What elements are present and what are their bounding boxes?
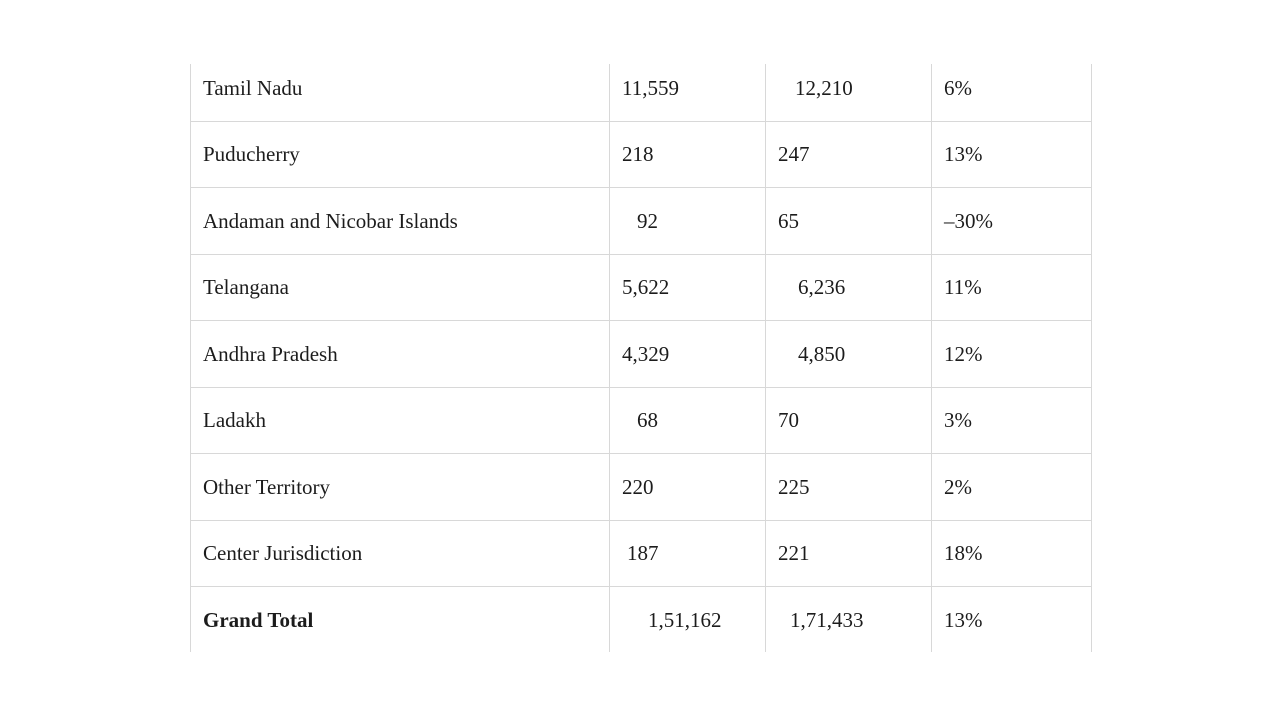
state-name-cell: Center Jurisdiction <box>191 520 610 586</box>
table-row: Center Jurisdiction 187 221 18% <box>191 520 1091 587</box>
curr-period-value-cell: 65 <box>766 188 932 254</box>
state-name-cell: Telangana <box>191 254 610 320</box>
prev-period-value-cell: 11,559 <box>610 64 766 121</box>
growth-pct-cell: 11% <box>944 275 982 300</box>
states-data-table: Tamil Nadu 11,559 12,210 6% Puducherry 2… <box>190 64 1092 652</box>
grand-total-label-cell: Grand Total <box>191 587 610 652</box>
growth-pct-cell: –30% <box>944 208 993 233</box>
prev-period-value-cell: 92 <box>610 188 766 254</box>
table-row: Telangana 5,622 6,236 11% <box>191 254 1091 321</box>
table-row: Other Territory 220 225 2% <box>191 454 1091 521</box>
grand-total-prev-value-cell: 1,51,162 <box>610 587 766 652</box>
curr-period-value-cell: 4,850 <box>766 321 932 387</box>
curr-period-value-cell: 70 <box>766 387 932 453</box>
table-row: Puducherry 218 247 13% <box>191 121 1091 188</box>
prev-period-value-cell: 4,329 <box>610 321 766 387</box>
curr-period-value-cell: 247 <box>766 121 932 187</box>
prev-period-value-cell: 5,622 <box>610 254 766 320</box>
table-row: Andhra Pradesh 4,329 4,850 12% <box>191 321 1091 388</box>
state-name-cell: Andhra Pradesh <box>191 321 610 387</box>
prev-period-value-cell: 187 <box>610 520 766 586</box>
growth-pct-cell: 2% <box>944 474 972 499</box>
growth-pct-cell: 3% <box>944 408 972 433</box>
table-row: Tamil Nadu 11,559 12,210 6% <box>191 64 1091 122</box>
prev-period-value-cell: 218 <box>610 121 766 187</box>
table-row: Andaman and Nicobar Islands 92 65 –30% <box>191 188 1091 255</box>
curr-period-value-cell: 225 <box>766 454 932 520</box>
state-name-cell: Ladakh <box>191 387 610 453</box>
grand-total-row: Grand Total 1,51,162 1,71,433 13% <box>191 587 1091 652</box>
state-name-cell: Puducherry <box>191 121 610 187</box>
growth-pct-cell: 18% <box>944 541 983 566</box>
state-name-cell: Andaman and Nicobar Islands <box>191 188 610 254</box>
state-name-cell: Tamil Nadu <box>191 64 610 121</box>
state-name-cell: Other Territory <box>191 454 610 520</box>
table-row: Ladakh 68 70 3% <box>191 387 1091 454</box>
grand-total-curr-value-cell: 1,71,433 <box>766 587 932 652</box>
growth-pct-cell: 12% <box>944 341 983 366</box>
growth-pct-cell: 6% <box>944 75 972 100</box>
prev-period-value-cell: 220 <box>610 454 766 520</box>
curr-period-value-cell: 12,210 <box>766 64 932 121</box>
grand-total-growth-pct-cell: 13% <box>944 607 983 632</box>
curr-period-value-cell: 221 <box>766 520 932 586</box>
curr-period-value-cell: 6,236 <box>766 254 932 320</box>
table-rows-container: Tamil Nadu 11,559 12,210 6% Puducherry 2… <box>191 64 1091 652</box>
growth-pct-cell: 13% <box>944 142 983 167</box>
prev-period-value-cell: 68 <box>610 387 766 453</box>
